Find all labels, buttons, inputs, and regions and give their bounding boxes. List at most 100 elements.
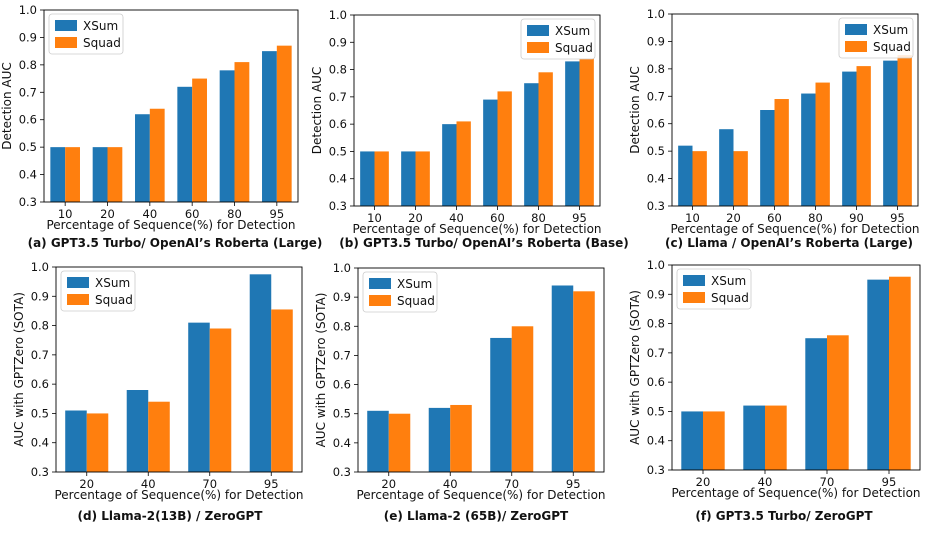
x-tick-label: 10 xyxy=(685,211,700,225)
bar-squad-20 xyxy=(703,411,725,470)
bar-xsum-80 xyxy=(801,93,816,206)
bar-squad-10 xyxy=(65,147,80,202)
bar-xsum-95 xyxy=(249,274,272,472)
legend-label-xsum: XSum xyxy=(397,277,432,291)
bar-xsum-40 xyxy=(743,405,765,470)
y-tick-label: 0.7 xyxy=(329,90,347,104)
y-tick-label: 0.6 xyxy=(647,117,665,131)
legend-swatch-xsum xyxy=(527,25,549,36)
x-axis-label: Percentage of Sequence(%) for Detection xyxy=(352,222,601,236)
y-tick-label: 0.3 xyxy=(31,465,49,479)
y-tick-label: 0.8 xyxy=(333,319,351,333)
legend-label-xsum: XSum xyxy=(83,19,118,33)
y-tick-label: 0.8 xyxy=(647,62,665,76)
y-tick-label: 0.5 xyxy=(329,144,347,158)
y-tick-label: 0.9 xyxy=(647,287,665,301)
x-axis-label: Percentage of Sequence(%) for Detection xyxy=(671,486,920,500)
bar-xsum-40 xyxy=(135,114,150,202)
y-tick-label: 0.7 xyxy=(333,348,351,362)
bar-xsum-95 xyxy=(867,279,889,470)
bar-squad-95 xyxy=(579,58,594,206)
bar-squad-40 xyxy=(149,108,165,202)
legend: XSum Squad xyxy=(838,17,914,59)
chart-f: 0.3 0.4 0.5 0.6 0.7 0.8 0.9 1.0 20 40 70 95Percenta… xyxy=(628,258,921,500)
y-tick-label: 0.9 xyxy=(647,34,665,48)
y-tick-label: 0.8 xyxy=(19,58,37,72)
bar-xsum-60 xyxy=(483,99,498,206)
bar-squad-40 xyxy=(148,401,170,472)
legend: XSum Squad xyxy=(676,268,752,310)
bar-squad-40 xyxy=(456,121,471,206)
x-tick-label: 80 xyxy=(227,207,242,221)
x-tick-label: 40 xyxy=(758,475,773,489)
legend-label-xsum: XSum xyxy=(711,274,746,288)
legend-swatch-xsum xyxy=(683,275,705,286)
caption-f: (f) GPT3.5 Turbo/ ZeroGPT xyxy=(695,509,873,523)
bar-xsum-40 xyxy=(442,124,457,206)
chart-e: 0.3 0.4 0.5 0.6 0.7 0.8 0.9 1.0 20 40 70 95Percenta… xyxy=(314,261,606,502)
y-tick-label: 0.8 xyxy=(329,63,347,77)
x-tick-label: 70 xyxy=(504,477,519,491)
bar-squad-90 xyxy=(856,66,871,206)
bar-xsum-60 xyxy=(760,110,775,206)
bar-squad-70 xyxy=(511,326,534,472)
y-tick-label: 0.9 xyxy=(329,35,347,49)
x-tick-label: 20 xyxy=(100,207,115,221)
y-axis-label: AUC with GPTZero (SOTA) xyxy=(628,290,642,445)
y-tick-label: 0.5 xyxy=(333,407,351,421)
y-tick-label: 0.8 xyxy=(647,317,665,331)
caption-d: (d) Llama-2(13B) / ZeroGPT xyxy=(77,509,263,523)
x-tick-label: 40 xyxy=(443,477,458,491)
y-tick-label: 1.0 xyxy=(19,3,37,17)
bar-xsum-80 xyxy=(219,70,235,202)
bar-xsum-95 xyxy=(565,61,580,206)
legend-swatch-xsum xyxy=(67,277,89,288)
caption-c: (c) Llama / OpenAI’s Roberta (Large) xyxy=(664,236,914,250)
caption-e: (e) Llama-2 (65B)/ ZeroGPT xyxy=(383,509,569,523)
legend-swatch-squad xyxy=(67,294,89,305)
bar-xsum-70 xyxy=(490,337,512,472)
legend: XSum Squad xyxy=(362,271,438,313)
y-tick-label: 0.6 xyxy=(647,375,665,389)
y-tick-label: 0.4 xyxy=(647,172,665,186)
legend-swatch-squad xyxy=(369,295,391,306)
caption-b: (b) GPT3.5 Turbo/ OpenAI’s Roberta (Base… xyxy=(339,236,629,250)
bar-squad-20 xyxy=(86,413,109,472)
x-tick-label: 95 xyxy=(566,477,581,491)
bar-squad-20 xyxy=(388,413,411,472)
bar-squad-10 xyxy=(692,151,707,206)
plot-frame xyxy=(671,13,919,207)
legend-label-squad: Squad xyxy=(83,36,121,50)
y-tick-label: 0.3 xyxy=(19,195,37,209)
bar-xsum-90 xyxy=(842,71,857,206)
x-axis-label: Percentage of Sequence(%) for Detection xyxy=(670,222,919,236)
bar-squad-20 xyxy=(107,147,123,202)
x-tick-label: 20 xyxy=(726,211,741,225)
y-axis-label: Detection AUC xyxy=(310,67,324,154)
bar-squad-95 xyxy=(889,276,911,470)
bar-squad-60 xyxy=(774,99,789,206)
x-tick-label: 20 xyxy=(79,477,94,491)
chart-a: 0.3 0.4 0.5 0.6 0.7 0.8 0.9 1.0 10 20 40 60 80 95Perc… xyxy=(0,3,299,232)
bar-squad-40 xyxy=(450,404,472,472)
bar-squad-95 xyxy=(897,55,912,206)
legend-label-squad: Squad xyxy=(397,294,435,308)
x-tick-label: 95 xyxy=(572,211,587,225)
y-tick-label: 0.7 xyxy=(19,85,37,99)
legend-label-squad: Squad xyxy=(873,40,911,54)
legend: XSum Squad xyxy=(60,270,136,312)
chart-d: 0.3 0.4 0.5 0.6 0.7 0.8 0.9 1.0 20 40 70 95Percenta… xyxy=(12,260,304,502)
y-tick-label: 0.7 xyxy=(647,346,665,360)
bar-squad-95 xyxy=(573,291,595,472)
bar-xsum-20 xyxy=(65,410,87,472)
y-tick-label: 0.4 xyxy=(329,172,347,186)
bar-squad-10 xyxy=(374,151,389,206)
y-tick-label: 0.4 xyxy=(31,436,49,450)
bar-xsum-10 xyxy=(678,145,693,206)
x-tick-label: 20 xyxy=(408,211,423,225)
y-tick-label: 0.7 xyxy=(647,89,665,103)
plot-frame xyxy=(43,9,299,203)
chart-c: 0.3 0.4 0.5 0.6 0.7 0.8 0.9 1.0 10 20 60 80 90 95Perc… xyxy=(628,7,920,236)
x-tick-label: 20 xyxy=(381,477,396,491)
